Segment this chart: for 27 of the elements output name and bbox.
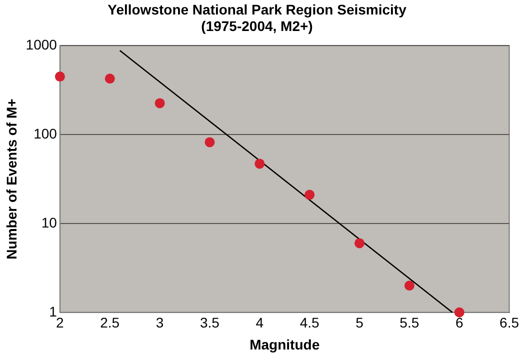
- x-tick-label: 3: [156, 314, 164, 331]
- y-tick-label: 1: [49, 303, 58, 320]
- y-tick-label: 100: [34, 125, 58, 142]
- x-axis-title: Magnitude: [250, 336, 320, 352]
- x-tick-label: 4.5: [300, 314, 320, 331]
- x-tick-label: 3.5: [200, 314, 220, 331]
- point: [204, 137, 215, 148]
- point: [304, 190, 315, 200]
- point: [54, 72, 65, 82]
- point: [354, 238, 364, 248]
- x-tick-label: 4: [256, 314, 264, 331]
- chart-subtitle: (1975-2004, M2+): [201, 18, 313, 34]
- point: [454, 307, 464, 318]
- x-tick-label: 2.5: [100, 314, 120, 331]
- y-axis-title: Number of Events of M+: [3, 98, 20, 260]
- x-tick-label: 2: [56, 314, 64, 331]
- x-tick-label: 6: [455, 314, 464, 331]
- y-tick-label: 1000: [26, 36, 58, 52]
- point: [104, 74, 115, 84]
- point: [404, 280, 414, 291]
- x-tick-label: 6.5: [500, 314, 520, 331]
- x-tick-label: 5: [356, 314, 364, 331]
- y-tick-label: 10: [41, 214, 58, 230]
- chart-title: Yellowstone National Park Region Seismicity: [108, 1, 407, 18]
- point: [154, 98, 165, 108]
- point: [254, 158, 265, 169]
- x-tick-label: 5.5: [400, 314, 420, 331]
